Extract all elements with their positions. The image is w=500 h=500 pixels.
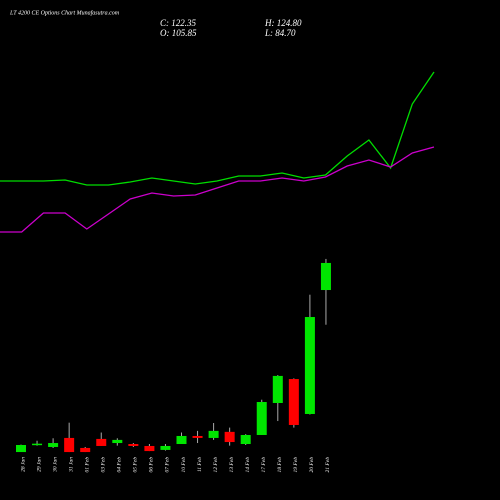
ohlc-close: C: 122.35 [160,18,197,28]
candle-body [160,445,171,450]
indicator-line [0,146,435,233]
candle-body [64,437,75,453]
candle-body [96,438,107,446]
x-tick-label: 18 Feb [277,457,283,473]
ohlc-open: O: 105.85 [160,28,197,38]
candle-body [288,379,299,425]
candle-body [272,375,283,403]
candle-body [32,443,43,446]
x-tick-label: 30 Jan [52,457,58,473]
candle-body [208,430,219,438]
x-tick-label: 14 Feb [244,457,251,473]
ohlc-low: L: 84.70 [264,28,296,38]
x-tick-label: 28 Jan [20,457,26,472]
x-tick-label: 17 Feb [261,457,267,473]
x-tick-label: 21 Feb [325,457,331,473]
x-tick-label: 11 Feb [197,457,203,472]
x-tick-label: 31 Jan [68,457,74,473]
chart-title: LT 4200 CE Options Chart Munafasutra.com [9,9,120,16]
x-tick-label: 10 Feb [181,457,187,473]
x-tick-label: 06 Feb [149,457,155,473]
candle-body [128,444,139,446]
x-tick-label: 03 Feb [101,457,107,473]
x-tick-label: 12 Feb [213,457,219,473]
candle-body [144,445,155,452]
x-tick-label: 20 Feb [309,457,315,473]
candle-body [304,317,315,414]
candle-body [320,262,331,291]
x-tick-label: 04 Feb [116,457,123,473]
candle-body [192,435,203,438]
ohlc-high: H: 124.80 [264,18,302,28]
candle-body [80,447,91,453]
candle-body [16,444,26,453]
x-tick-label: 29 Jan [36,457,42,472]
candle-body [112,439,123,444]
x-tick-label: 13 Feb [229,457,235,473]
candle-body [256,402,267,435]
candle-body [240,434,251,445]
x-tick-label: 05 Feb [133,457,139,473]
candle-body [224,431,235,443]
indicator-line [0,71,435,186]
x-tick-label: 07 Feb [165,457,171,473]
x-tick-label: 19 Feb [293,457,299,473]
candle-body [176,435,187,445]
x-tick-label: 01 Feb [84,457,90,473]
candle-body [48,443,59,447]
